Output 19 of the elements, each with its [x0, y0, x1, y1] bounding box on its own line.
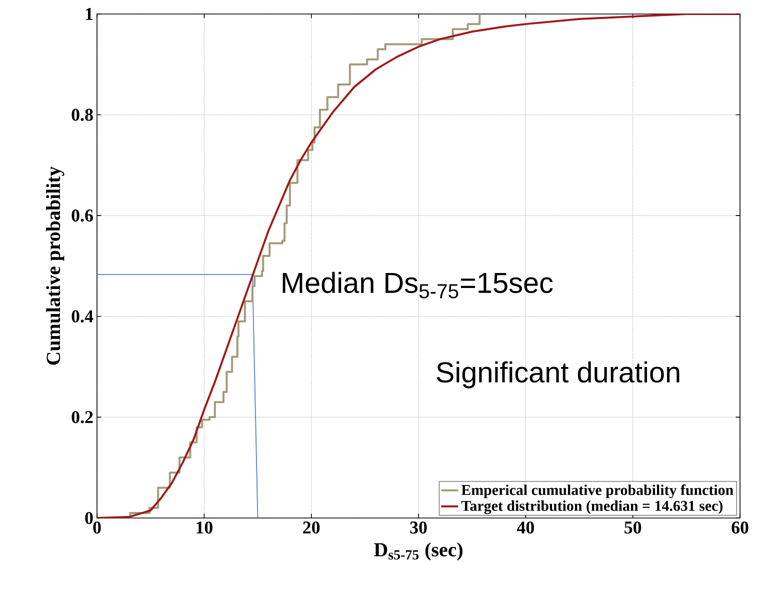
y-tick-label: 0.4 [72, 310, 94, 322]
x-tick-label: 20 [303, 522, 320, 534]
y-tick-label: 0.8 [72, 108, 93, 121]
x-tick-label: 10 [196, 522, 212, 534]
x-tick-label: 60 [732, 522, 748, 534]
annotation: Median Ds$_{5-75}$=15sec [282, 272, 553, 298]
y-tick-label: 0.6 [72, 210, 93, 222]
legend-label: Emperical cumulative probability function [461, 484, 734, 498]
y-tick-label: 0 [85, 512, 93, 524]
legend-label: Target distribution (median = 14.631 sec) [461, 500, 722, 514]
y-tick-label: 1 [86, 8, 93, 20]
annotation: Significant duration [436, 361, 680, 388]
x-axis-title: D$_{s5-75}$ (sec) [374, 542, 462, 561]
y-axis-title: Cumulative probability [46, 166, 64, 365]
y-tick-label: 0.2 [72, 411, 93, 424]
x-tick-label: 40 [516, 522, 534, 534]
x-tick-label: 30 [410, 522, 427, 534]
line-series [97, 14, 740, 518]
x-tick-label: 50 [624, 522, 642, 534]
